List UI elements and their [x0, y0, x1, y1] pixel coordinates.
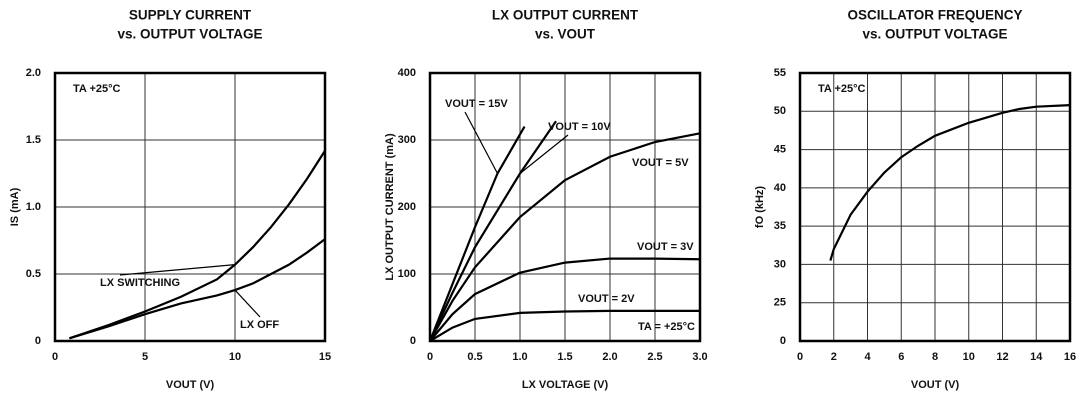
x-tick-label: 1.5	[557, 351, 572, 363]
x-tick-label: 4	[864, 351, 871, 363]
x-tick-label: 14	[1030, 351, 1043, 363]
plot-frame	[428, 71, 702, 343]
series-label: VOUT = 2V	[578, 293, 635, 305]
x-tick-label: 6	[898, 351, 904, 363]
chart-title: OSCILLATOR FREQUENCY	[847, 8, 1022, 23]
y-tick-label: 2.0	[26, 67, 41, 79]
chart-title: SUPPLY CURRENT	[129, 8, 252, 23]
series-label: LX SWITCHING	[100, 277, 180, 289]
x-axis-label: VOUT (V)	[166, 379, 215, 391]
y-tick-label: 30	[774, 258, 786, 270]
label-arrow	[234, 289, 261, 318]
y-axis-label: fO (kHz)	[754, 186, 766, 229]
plot-frame	[53, 71, 327, 343]
x-tick-label: 2.0	[602, 351, 617, 363]
y-tick-label: 0	[35, 335, 41, 347]
curve	[69, 150, 326, 340]
x-tick-label: 15	[319, 351, 331, 363]
x-tick-label: 8	[932, 351, 938, 363]
y-tick-label: 400	[398, 67, 416, 79]
x-tick-label: 2	[831, 351, 837, 363]
y-tick-label: 50	[774, 105, 786, 117]
label-arrow	[464, 111, 499, 174]
y-tick-label: 25	[774, 297, 786, 309]
x-tick-label: 5	[142, 351, 148, 363]
x-tick-label: 0.5	[467, 351, 482, 363]
x-tick-label: 2.5	[647, 351, 662, 363]
x-tick-label: 0	[797, 351, 803, 363]
curve	[429, 309, 700, 342]
x-tick-label: 0	[427, 351, 433, 363]
annotation: TA = +25°C	[638, 321, 695, 333]
x-tick-label: 10	[963, 351, 975, 363]
series-label: LX OFF	[240, 319, 279, 331]
x-tick-label: 16	[1064, 351, 1076, 363]
curve	[429, 120, 557, 342]
y-tick-label: 300	[398, 134, 416, 146]
annotation: TA +25°C	[73, 83, 121, 95]
y-tick-label: 0.5	[26, 268, 41, 280]
series-label: VOUT = 3V	[637, 241, 694, 253]
y-axis-label: IS (mA)	[9, 187, 21, 226]
series-label: VOUT = 5V	[632, 157, 689, 169]
x-tick-label: 3.0	[692, 351, 707, 363]
x-axis-label: LX VOLTAGE (V)	[522, 379, 609, 391]
curve	[829, 104, 1071, 261]
x-tick-label: 1.0	[512, 351, 527, 363]
y-axis-label: LX OUTPUT CURRENT (mA)	[384, 133, 396, 281]
y-tick-label: 0	[780, 335, 786, 347]
curve	[429, 257, 701, 342]
annotation: TA +25°C	[818, 83, 866, 95]
y-tick-label: 100	[398, 268, 416, 280]
label-arrow	[519, 134, 569, 174]
y-tick-label: 40	[774, 182, 786, 194]
chart-subtitle: vs. VOUT	[535, 27, 596, 42]
y-tick-label: 55	[774, 67, 786, 79]
x-axis-label: VOUT (V)	[911, 379, 960, 391]
y-tick-label: 1.5	[26, 134, 41, 146]
label-arrow	[119, 264, 236, 276]
chart-subtitle: vs. OUTPUT VOLTAGE	[862, 27, 1007, 42]
series-label: VOUT = 10V	[548, 121, 611, 133]
y-tick-label: 0	[410, 335, 416, 347]
curve	[428, 126, 526, 342]
curve	[429, 132, 701, 342]
y-tick-label: 45	[774, 143, 786, 155]
x-tick-label: 0	[52, 351, 58, 363]
chart-title: LX OUTPUT CURRENT	[492, 8, 639, 23]
x-tick-label: 10	[229, 351, 241, 363]
y-tick-label: 200	[398, 201, 416, 213]
chart-subtitle: vs. OUTPUT VOLTAGE	[117, 27, 262, 42]
plot-frame	[798, 71, 1072, 343]
y-tick-label: 1.0	[26, 201, 41, 213]
series-label: VOUT = 15V	[445, 98, 508, 110]
y-tick-label: 35	[774, 220, 786, 232]
x-tick-label: 12	[996, 351, 1008, 363]
